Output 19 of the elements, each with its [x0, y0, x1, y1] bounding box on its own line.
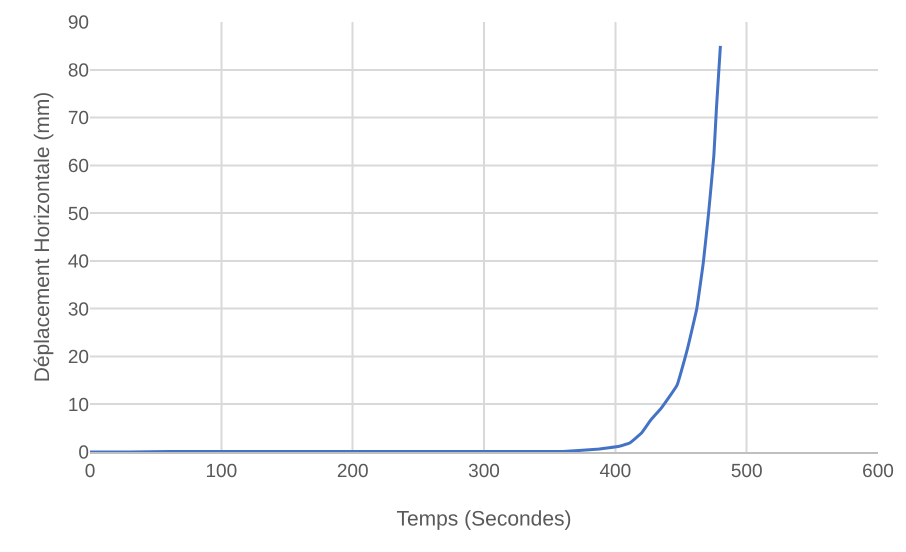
- y-axis-title: Déplacement Horizontale (mm): [31, 92, 54, 382]
- y-tick-label: 60: [68, 156, 89, 177]
- y-tick-label: 40: [68, 252, 89, 273]
- y-tick-label: 70: [68, 108, 89, 130]
- x-tick-label: 500: [730, 460, 763, 482]
- y-tick-label: 10: [68, 394, 89, 416]
- y-tick-label: 30: [68, 299, 89, 320]
- line-series: [90, 44, 722, 452]
- x-tick-label: 200: [336, 460, 369, 482]
- y-tick-label: 50: [68, 204, 89, 225]
- y-tick-label: 0: [78, 442, 89, 464]
- x-tick-label: 300: [468, 460, 500, 482]
- x-axis-title: Temps (Secondes): [396, 508, 572, 530]
- y-tick-label: 20: [68, 347, 89, 368]
- x-tick-label: 100: [205, 460, 238, 482]
- y-tick-label: 80: [68, 60, 89, 82]
- x-tick-label: 400: [599, 460, 632, 482]
- y-tick-label: 90: [68, 12, 89, 34]
- x-tick-label: 600: [862, 460, 894, 482]
